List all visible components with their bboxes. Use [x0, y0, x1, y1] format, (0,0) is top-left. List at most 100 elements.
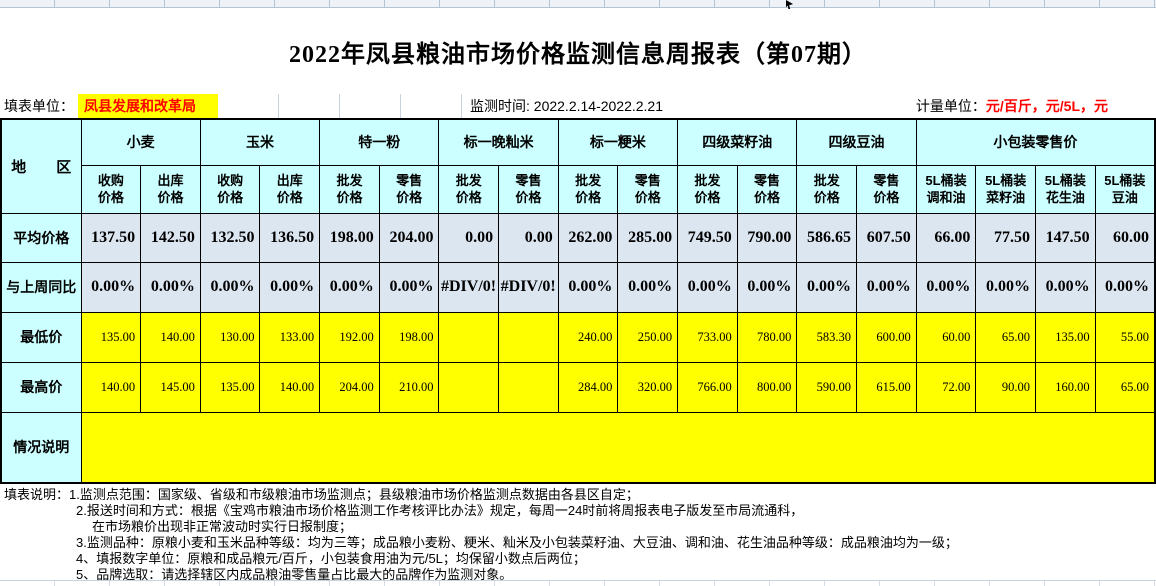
column-header-cell[interactable]: 零售 价格 — [856, 164, 917, 214]
empty-grid-cell[interactable] — [218, 94, 279, 118]
value-cell[interactable]: 0.00 — [438, 212, 500, 263]
column-header-cell[interactable]: 出库 价格 — [259, 164, 321, 214]
value-cell[interactable]: 0.00% — [319, 261, 380, 313]
value-cell[interactable]: 766.00 — [677, 361, 738, 413]
remark-value-cell[interactable] — [80, 411, 1156, 484]
group-header-cell[interactable]: 四级菜籽油 — [677, 118, 798, 166]
value-cell[interactable] — [438, 361, 500, 413]
value-cell[interactable]: 140.00 — [259, 361, 321, 413]
value-cell[interactable]: 0.00 — [498, 212, 559, 263]
group-header-cell[interactable]: 标一粳米 — [557, 118, 679, 166]
value-cell[interactable]: 55.00 — [1094, 311, 1156, 363]
bottom-spreadsheet-grid-row[interactable] — [0, 580, 1156, 586]
row-label[interactable]: 最高价 — [0, 361, 82, 413]
filling-unit-value[interactable]: 凤县发展和改革局 — [78, 94, 218, 118]
value-cell[interactable]: 198.00 — [319, 212, 380, 263]
value-cell[interactable]: 790.00 — [736, 212, 798, 263]
value-cell[interactable]: 65.00 — [975, 311, 1036, 363]
value-cell[interactable]: 615.00 — [856, 361, 917, 413]
value-cell[interactable]: 0.00% — [199, 261, 261, 313]
value-cell[interactable]: 198.00 — [378, 311, 440, 363]
value-cell[interactable]: 0.00% — [736, 261, 798, 313]
value-cell[interactable]: 135.00 — [1035, 311, 1096, 363]
value-cell[interactable]: #DIV/0! — [438, 261, 500, 313]
value-cell[interactable]: 0.00% — [856, 261, 917, 313]
column-header-cell[interactable]: 收购 价格 — [80, 164, 142, 214]
value-cell[interactable]: 72.00 — [915, 361, 977, 413]
value-cell[interactable]: 135.00 — [80, 311, 142, 363]
value-cell[interactable]: 590.00 — [796, 361, 858, 413]
value-cell[interactable]: 77.50 — [975, 212, 1036, 263]
column-header-cell[interactable]: 收购 价格 — [199, 164, 261, 214]
value-cell[interactable]: 0.00% — [140, 261, 201, 313]
column-header-cell[interactable]: 批发 价格 — [557, 164, 619, 214]
empty-grid-cell[interactable] — [340, 94, 401, 118]
value-cell[interactable]: 90.00 — [975, 361, 1036, 413]
value-cell[interactable]: 204.00 — [319, 361, 380, 413]
value-cell[interactable]: 749.50 — [677, 212, 738, 263]
group-header-cell[interactable]: 小麦 — [80, 118, 201, 166]
value-cell[interactable] — [498, 361, 559, 413]
value-cell[interactable]: 142.50 — [140, 212, 201, 263]
value-cell[interactable]: 733.00 — [677, 311, 738, 363]
value-cell[interactable]: 0.00% — [915, 261, 977, 313]
group-header-cell[interactable]: 标一晚籼米 — [438, 118, 559, 166]
column-header-cell[interactable]: 批发 价格 — [438, 164, 500, 214]
value-cell[interactable]: 192.00 — [319, 311, 380, 363]
value-cell[interactable]: 130.00 — [199, 311, 261, 363]
value-cell[interactable]: 600.00 — [856, 311, 917, 363]
column-header-cell[interactable]: 零售 价格 — [617, 164, 679, 214]
empty-grid-cell[interactable] — [279, 94, 340, 118]
value-cell[interactable]: 0.00% — [617, 261, 679, 313]
value-cell[interactable]: 0.00% — [975, 261, 1036, 313]
value-cell[interactable]: 147.50 — [1035, 212, 1096, 263]
column-header-cell[interactable]: 批发 价格 — [796, 164, 858, 214]
value-cell[interactable]: 586.65 — [796, 212, 858, 263]
group-header-cell[interactable]: 小包装零售价 — [915, 118, 1156, 166]
value-cell[interactable]: 133.00 — [259, 311, 321, 363]
value-cell[interactable]: 0.00% — [259, 261, 321, 313]
value-cell[interactable]: 0.00% — [677, 261, 738, 313]
value-cell[interactable]: 135.00 — [199, 361, 261, 413]
column-header-cell[interactable]: 零售 价格 — [498, 164, 559, 214]
value-cell[interactable]: 137.50 — [80, 212, 142, 263]
region-header-cell[interactable]: 地 区 — [0, 118, 82, 214]
column-header-cell[interactable]: 批发 价格 — [319, 164, 380, 214]
value-cell[interactable]: 60.00 — [915, 311, 977, 363]
value-cell[interactable]: 262.00 — [557, 212, 619, 263]
value-cell[interactable]: 0.00% — [1035, 261, 1096, 313]
value-cell[interactable]: 285.00 — [617, 212, 679, 263]
row-label[interactable]: 平均价格 — [0, 212, 82, 263]
value-cell[interactable]: #DIV/0! — [498, 261, 559, 313]
column-header-cell[interactable]: 批发 价格 — [677, 164, 738, 214]
value-cell[interactable]: 204.00 — [378, 212, 440, 263]
value-cell[interactable]: 320.00 — [617, 361, 679, 413]
value-cell[interactable]: 145.00 — [140, 361, 201, 413]
value-cell[interactable]: 0.00% — [80, 261, 142, 313]
measure-unit-cell[interactable]: 计量单位：元/百斤，元/5L，元 — [916, 94, 1156, 118]
value-cell[interactable]: 66.00 — [915, 212, 977, 263]
value-cell[interactable]: 140.00 — [80, 361, 142, 413]
value-cell[interactable]: 65.00 — [1094, 361, 1156, 413]
value-cell[interactable]: 0.00% — [796, 261, 858, 313]
value-cell[interactable]: 136.50 — [259, 212, 321, 263]
value-cell[interactable] — [498, 311, 559, 363]
value-cell[interactable]: 160.00 — [1035, 361, 1096, 413]
column-header-cell[interactable]: 5L桶装 菜籽油 — [975, 164, 1036, 214]
value-cell[interactable]: 583.30 — [796, 311, 858, 363]
group-header-cell[interactable]: 四级豆油 — [796, 118, 917, 166]
empty-grid-cell[interactable] — [401, 94, 462, 118]
value-cell[interactable]: 0.00% — [557, 261, 619, 313]
value-cell[interactable]: 132.50 — [199, 212, 261, 263]
value-cell[interactable]: 780.00 — [736, 311, 798, 363]
value-cell[interactable]: 0.00% — [378, 261, 440, 313]
monitor-time-cell[interactable]: 监测时间: 2022.2.14-2022.2.21 — [462, 94, 663, 118]
value-cell[interactable] — [438, 311, 500, 363]
top-spreadsheet-grid-row[interactable] — [0, 0, 1156, 8]
column-header-cell[interactable]: 5L桶装 花生油 — [1035, 164, 1096, 214]
value-cell[interactable]: 607.50 — [856, 212, 917, 263]
value-cell[interactable]: 210.00 — [378, 361, 440, 413]
value-cell[interactable]: 60.00 — [1094, 212, 1156, 263]
row-label[interactable]: 与上周同比 — [0, 261, 82, 313]
value-cell[interactable]: 140.00 — [140, 311, 201, 363]
